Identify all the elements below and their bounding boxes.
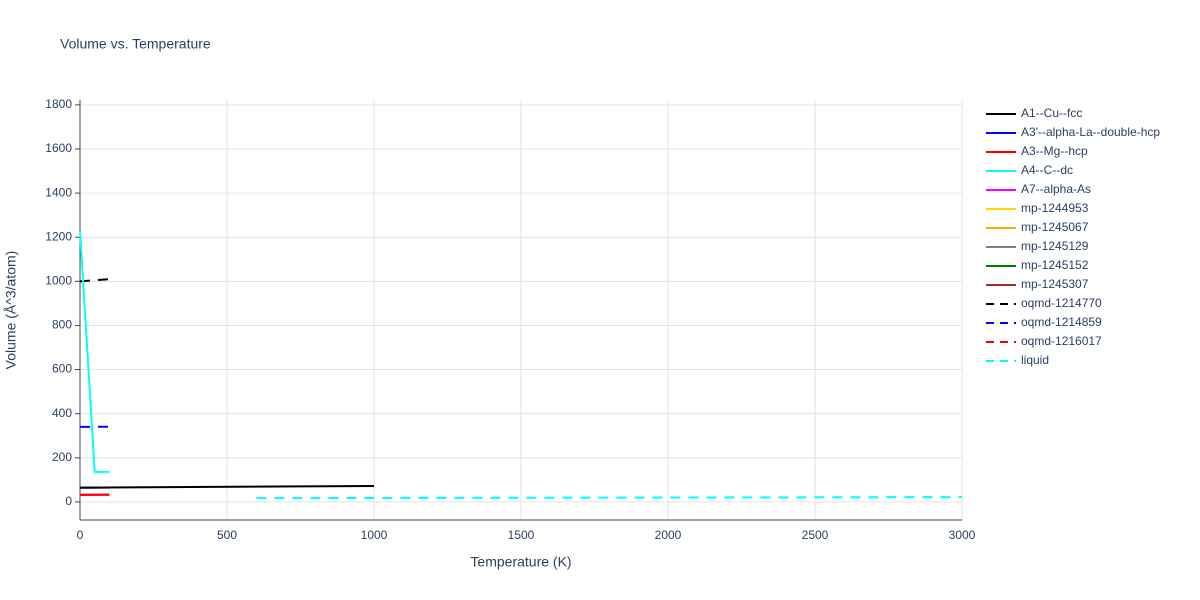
data-line	[79, 230, 110, 473]
x-tick-label: 1500	[508, 528, 535, 542]
x-axis-title: Temperature (K)	[470, 554, 571, 570]
legend-label: oqmd-1216017	[1021, 334, 1102, 348]
x-tick-label: 1000	[361, 528, 388, 542]
y-axis-title: Volume (Å^3/atom)	[3, 251, 19, 370]
y-tick-label: 0	[65, 494, 72, 508]
legend-label: liquid	[1021, 353, 1049, 367]
y-tick-label: 1000	[45, 273, 72, 287]
data-line	[256, 496, 963, 500]
legend-label: oqmd-1214859	[1021, 315, 1102, 329]
y-tick-label: 200	[52, 450, 72, 464]
y-tick-label: 400	[52, 406, 72, 420]
legend-label: A3--Mg--hcp	[1021, 144, 1088, 158]
data-line	[79, 278, 110, 283]
chart-title: Volume vs. Temperature	[60, 36, 211, 52]
y-tick-label: 1200	[45, 229, 72, 243]
data-line	[79, 485, 375, 489]
x-tick-label: 0	[77, 528, 84, 542]
legend-label: A4--C--dc	[1021, 163, 1073, 177]
legend-label: oqmd-1214770	[1021, 296, 1102, 310]
x-tick-label: 500	[217, 528, 237, 542]
legend-label: mp-1244953	[1021, 201, 1089, 215]
y-tick-label: 1600	[45, 141, 72, 155]
x-tick-label: 2000	[655, 528, 682, 542]
legend-label: A7--alpha-As	[1021, 182, 1091, 196]
x-tick-label: 2500	[802, 528, 829, 542]
legend-label: mp-1245307	[1021, 277, 1089, 291]
x-tick-label: 3000	[949, 528, 976, 542]
y-tick-label: 800	[52, 318, 72, 332]
legend-label: mp-1245067	[1021, 220, 1089, 234]
legend-label: mp-1245152	[1021, 258, 1089, 272]
y-tick-label: 1800	[45, 97, 72, 111]
y-tick-label: 600	[52, 362, 72, 376]
legend-label: A1--Cu--fcc	[1021, 106, 1082, 120]
y-tick-label: 1400	[45, 185, 72, 199]
legend-label: A3'--alpha-La--double-hcp	[1021, 125, 1160, 139]
legend-label: mp-1245129	[1021, 239, 1089, 253]
